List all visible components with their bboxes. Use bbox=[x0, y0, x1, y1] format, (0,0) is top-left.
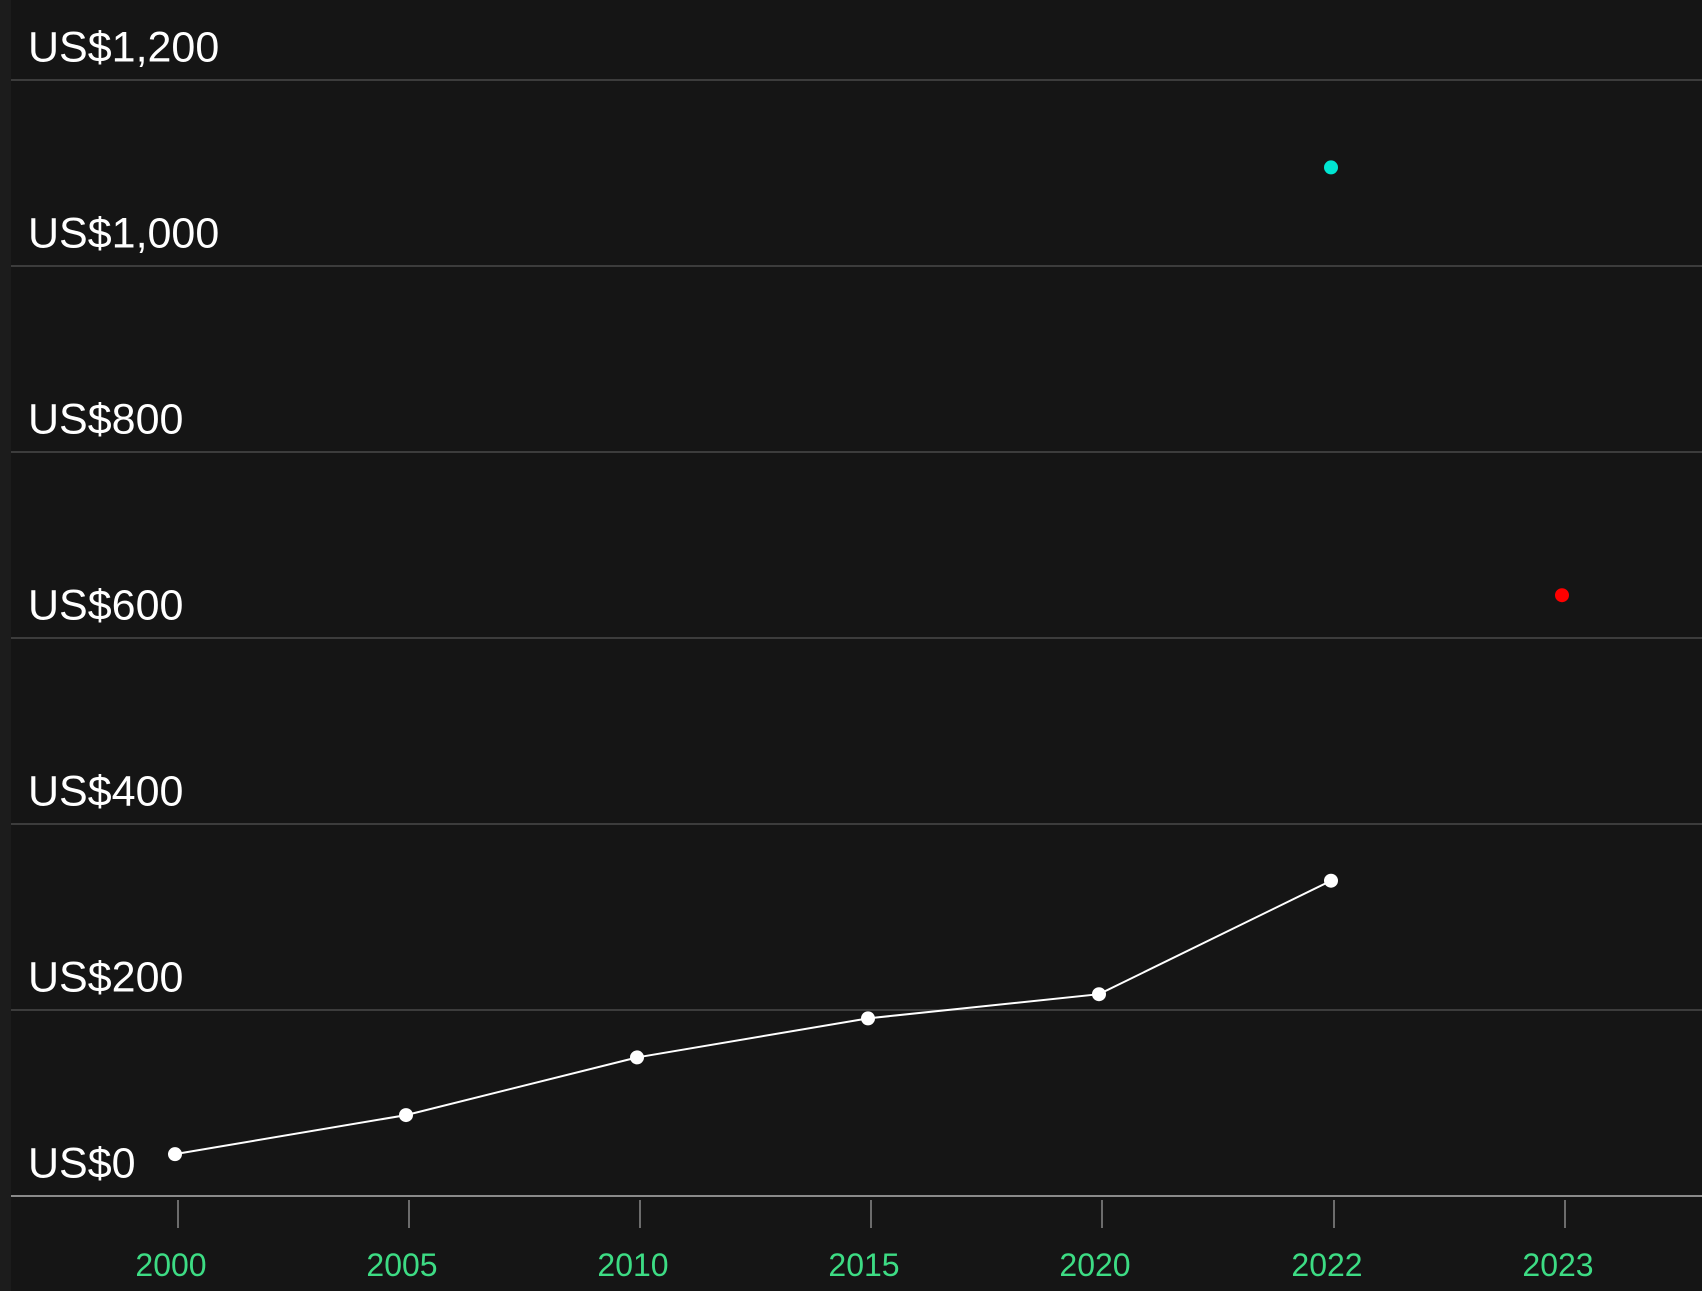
x-tick-label: 2005 bbox=[366, 1247, 437, 1283]
x-tick-label: 2022 bbox=[1291, 1247, 1362, 1283]
x-tick-label: 2020 bbox=[1059, 1247, 1130, 1283]
series-line-0 bbox=[174, 879, 1332, 1156]
x-tick-label: 2010 bbox=[597, 1247, 668, 1283]
left-edge-strip bbox=[0, 0, 11, 1291]
data-point bbox=[861, 1011, 875, 1026]
x-tick-label: 2023 bbox=[1522, 1247, 1593, 1283]
y-tick-label: US$1,200 bbox=[28, 23, 219, 71]
y-tick-label: US$1,000 bbox=[28, 209, 219, 257]
data-point bbox=[1555, 588, 1569, 603]
y-tick-label: US$800 bbox=[28, 395, 183, 443]
data-point bbox=[1092, 987, 1106, 1002]
x-tick-label: 2015 bbox=[828, 1247, 899, 1283]
y-tick-label: US$600 bbox=[28, 581, 183, 629]
y-tick-label: US$200 bbox=[28, 953, 183, 1001]
y-tick-label: US$0 bbox=[28, 1139, 136, 1187]
data-point bbox=[399, 1108, 413, 1123]
data-point bbox=[168, 1147, 182, 1162]
data-point bbox=[630, 1050, 644, 1065]
y-tick-label: US$400 bbox=[28, 767, 183, 815]
data-point bbox=[1324, 873, 1338, 888]
x-tick-label: 2000 bbox=[135, 1247, 206, 1283]
data-point bbox=[1324, 160, 1338, 175]
